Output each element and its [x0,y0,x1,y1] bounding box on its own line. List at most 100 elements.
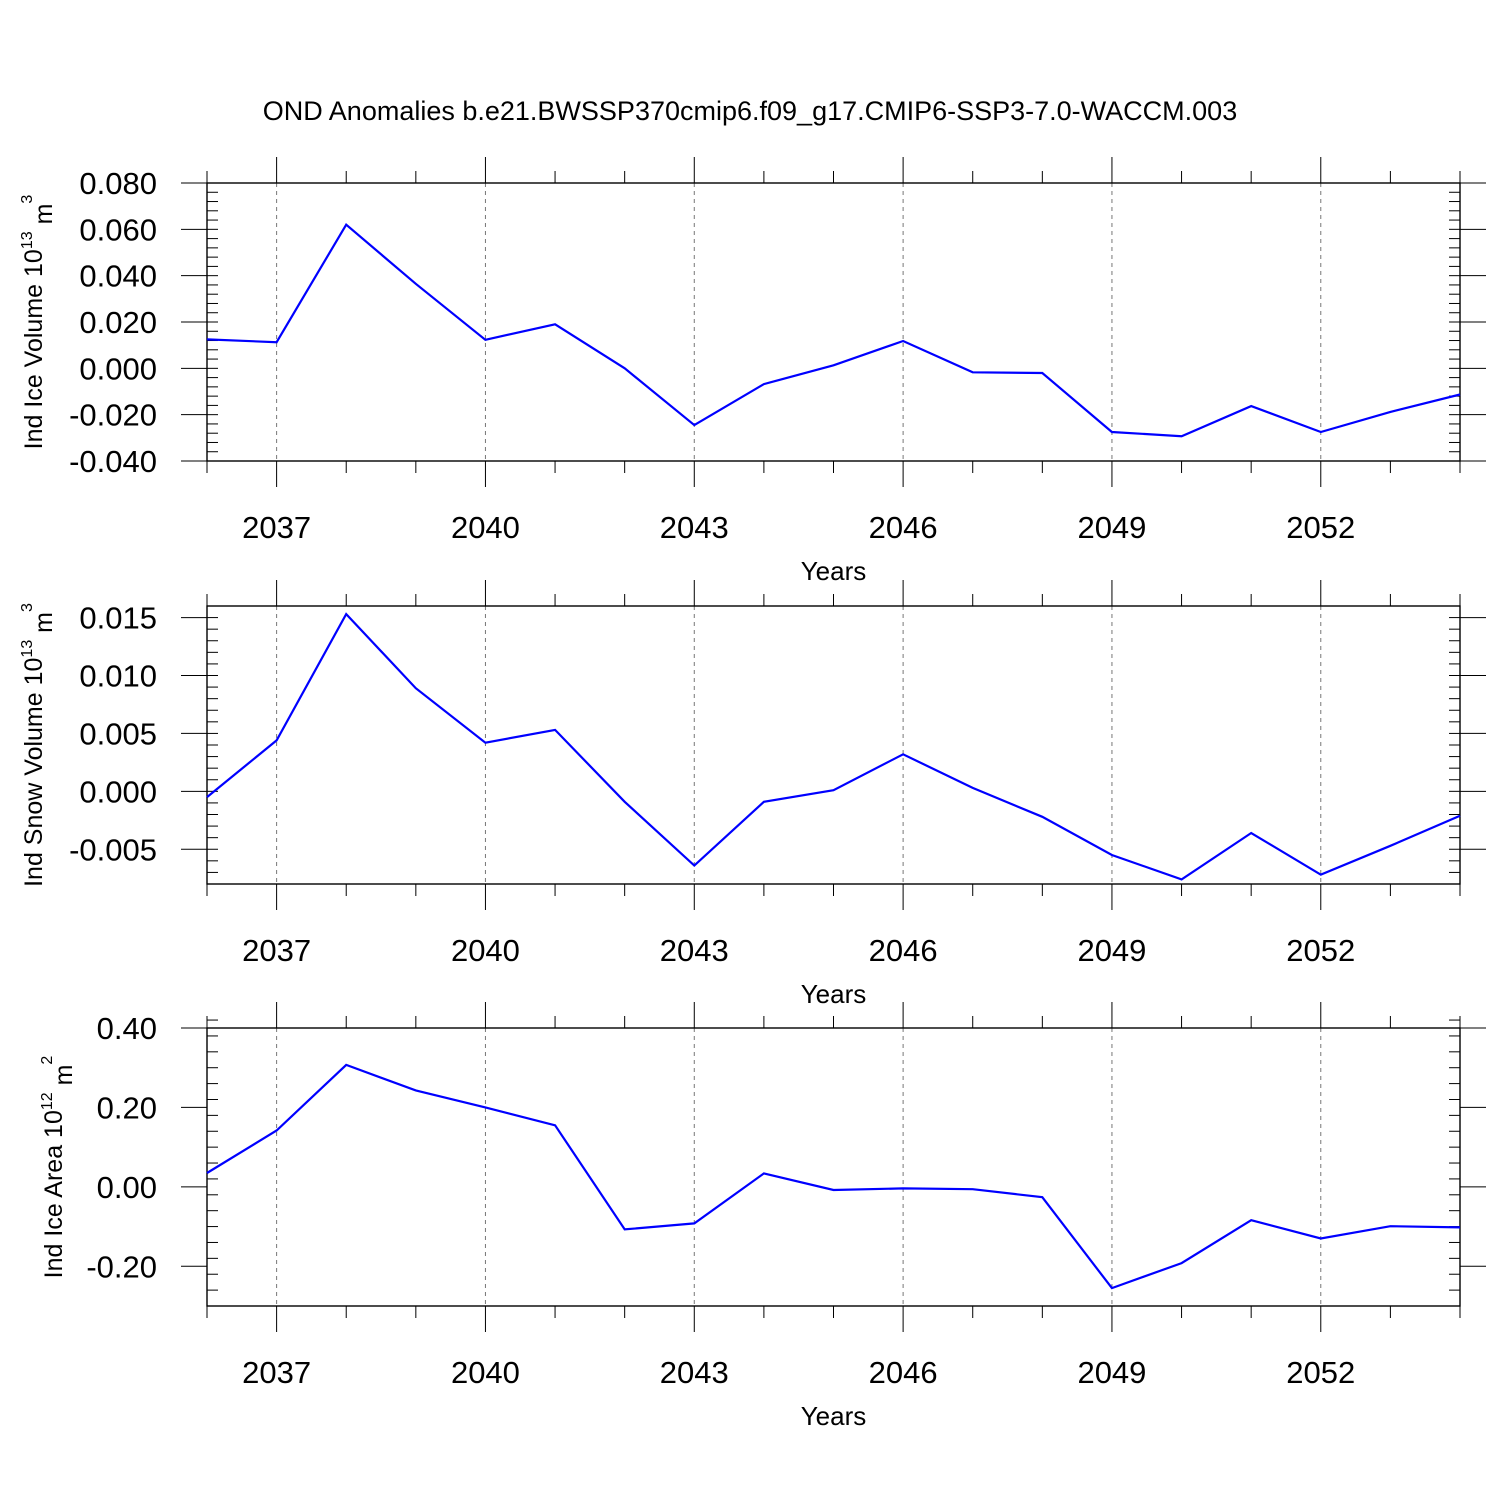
data-point [901,339,905,343]
data-point [971,1187,975,1191]
x-tick-label: 2046 [869,933,938,968]
chart-panel-3: 0.40 0.20 0.00 -0.20 2037 2040 2043 2046 2049 205… [39,1002,1486,1431]
data-point [832,363,836,367]
data-point [623,1227,627,1231]
y-tick-label: 0.060 [79,212,157,247]
x-tick-label: 2046 [869,510,938,545]
x-tick-label: 2043 [660,1355,729,1390]
data-point [762,382,766,386]
y-tick-label: 0.000 [79,351,157,386]
data-point [692,1221,696,1225]
y-axis-label: Ind Ice Area 1012 m2 [39,1056,78,1279]
data-point [1249,404,1253,408]
data-point [1388,844,1392,848]
chart-panel-1: 0.080 0.060 0.040 0.020 0.000 -0.020 -0.040 203… [19,157,1486,586]
data-point [692,863,696,867]
data-point [901,1186,905,1190]
data-point [1180,1261,1184,1265]
x-tick-label: 2040 [451,510,520,545]
x-tick-label: 2040 [451,933,520,968]
data-point [1180,877,1184,881]
data-point [414,1088,418,1092]
y-tick-label: 0.015 [79,601,157,636]
series-line [206,1063,1461,1290]
data-point [483,1105,487,1109]
data-point [1388,410,1392,414]
data-point [1319,873,1323,877]
data-point [1249,831,1253,835]
y-axis-label: Ind Ice Volume 1013 m3 [19,195,58,450]
y-tick-label: 0.20 [97,1090,157,1125]
data-point [1388,1224,1392,1228]
data-point [1180,434,1184,438]
data-point [1319,1236,1323,1240]
data-point [762,1171,766,1175]
y-tick-label: 0.020 [79,305,157,340]
data-point [1040,371,1044,375]
data-point [692,423,696,427]
data-point [623,366,627,370]
plot-frame [206,605,1461,885]
series-line [206,612,1461,881]
data-point [1458,393,1462,397]
data-point [1110,430,1114,434]
data-point [832,788,836,792]
data-point [832,1188,836,1192]
x-tick-label: 2037 [242,510,311,545]
data-point [1040,815,1044,819]
data-point [553,322,557,326]
x-tick-label: 2049 [1077,933,1146,968]
data-point [205,795,209,799]
x-axis-label: Years [801,556,867,586]
plot-frame [206,182,1461,462]
data-point [1458,1225,1462,1229]
data-point [483,338,487,342]
plot-frame [206,1027,1461,1307]
y-tick-label: 0.00 [97,1170,157,1205]
x-tick-label: 2043 [660,933,729,968]
y-tick-label: -0.20 [86,1249,157,1284]
y-tick-label: 0.080 [79,166,157,201]
chart-panel-2: 0.015 0.010 0.005 0.000 -0.005 2037 2040 2043 20… [19,580,1486,1009]
x-tick-label: 2052 [1286,1355,1355,1390]
data-point [623,800,627,804]
x-tick-label: 2037 [242,1355,311,1390]
x-tick-label: 2043 [660,510,729,545]
y-axis-label: Ind Snow Volume 1013 m3 [19,603,58,887]
data-point [344,1063,348,1067]
y-tick-label: 0.000 [79,774,157,809]
y-tick-label: -0.040 [69,444,157,479]
chart-title: OND Anomalies b.e21.BWSSP370cmip6.f09_g1… [263,96,1237,126]
data-point [553,1123,557,1127]
data-point [1319,430,1323,434]
y-tick-label: 0.005 [79,716,157,751]
data-point [762,800,766,804]
data-point [205,1171,209,1175]
y-tick-label: 0.40 [97,1011,157,1046]
x-tick-label: 2052 [1286,933,1355,968]
data-point [901,752,905,756]
x-axis-label: Years [801,1401,867,1431]
y-tick-label: 0.010 [79,659,157,694]
x-tick-label: 2049 [1077,1355,1146,1390]
x-tick-label: 2049 [1077,510,1146,545]
data-point [344,223,348,227]
y-tick-label: 0.040 [79,259,157,294]
y-tick-label: -0.020 [69,398,157,433]
data-point [205,337,209,341]
x-tick-label: 2040 [451,1355,520,1390]
x-tick-label: 2037 [242,933,311,968]
data-point [414,282,418,286]
data-point [971,370,975,374]
x-axis-label: Years [801,979,867,1009]
data-point [1040,1195,1044,1199]
x-tick-label: 2046 [869,1355,938,1390]
data-point [553,728,557,732]
data-point [275,340,279,344]
data-point [275,738,279,742]
y-tick-label: -0.005 [69,832,157,867]
data-point [1110,1286,1114,1290]
data-point [275,1128,279,1132]
